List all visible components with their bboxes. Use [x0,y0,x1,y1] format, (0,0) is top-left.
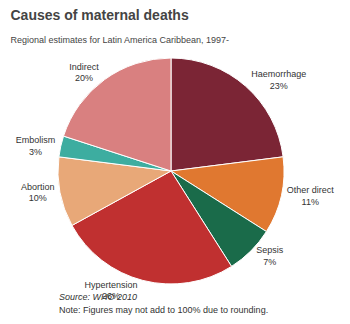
svg-text:Causes of maternal deaths: Causes of maternal deaths [11,7,189,23]
svg-text:Abortion10%: Abortion10% [21,182,55,204]
svg-text:Source: WHO 2010: Source: WHO 2010 [59,292,137,302]
svg-text:Haemorrhage23%: Haemorrhage23% [251,69,306,91]
svg-text:Note: Figures may not add to 1: Note: Figures may not add to 100% due to… [59,305,268,315]
svg-text:Embolism3%: Embolism3% [16,135,56,157]
svg-text:Sepsis7%: Sepsis7% [256,245,284,267]
svg-text:Other direct11%: Other direct11% [287,185,335,207]
svg-text:Indirect20%: Indirect20% [69,62,99,84]
svg-text:Regional estimates for Latin A: Regional estimates for Latin America Car… [11,35,230,45]
svg-text:Hypertension26%: Hypertension26% [84,280,137,302]
